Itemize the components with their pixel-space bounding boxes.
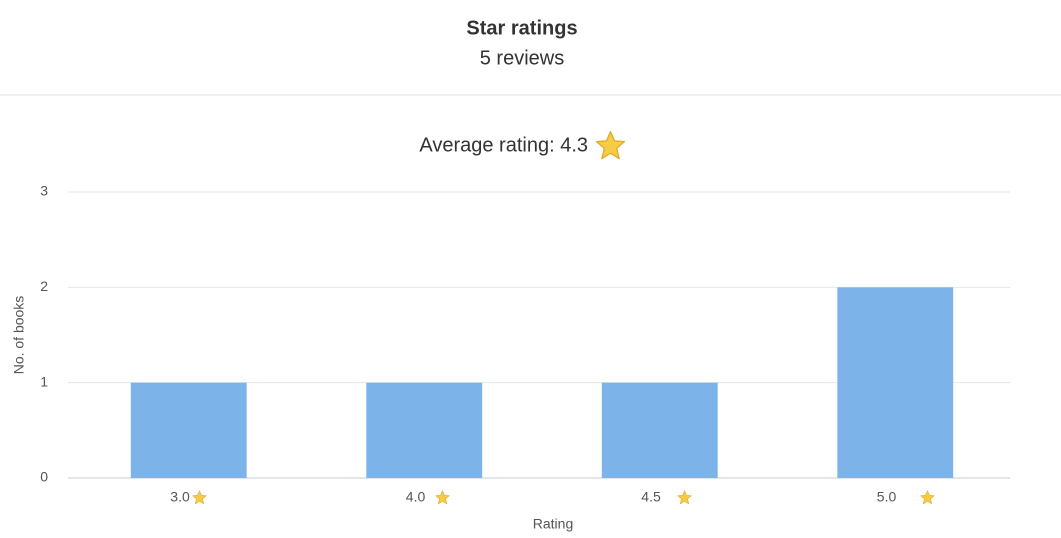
y-tick-label: 1 bbox=[40, 373, 48, 389]
bar bbox=[837, 287, 954, 478]
x-tick-label: 5.0 bbox=[877, 489, 897, 505]
star-icon bbox=[595, 130, 626, 160]
bar bbox=[130, 382, 247, 478]
x-tick-label: 4.0 bbox=[406, 489, 426, 505]
y-tick-label: 2 bbox=[40, 278, 48, 294]
star-icon bbox=[677, 490, 692, 505]
x-tick-label: 4.5 bbox=[641, 489, 661, 505]
star-icon bbox=[920, 490, 935, 505]
header-title: Star ratings bbox=[466, 17, 577, 39]
star-icon bbox=[192, 490, 207, 505]
y-tick-label: 0 bbox=[40, 469, 48, 485]
bar bbox=[601, 382, 718, 478]
star-icon bbox=[435, 490, 450, 505]
x-axis-label: Rating bbox=[533, 516, 573, 532]
bar bbox=[366, 382, 483, 478]
y-axis-label: No. of books bbox=[11, 296, 27, 375]
y-tick-label: 3 bbox=[40, 183, 48, 199]
chart-title: Average rating: 4.3 bbox=[419, 134, 588, 156]
header-subtitle: 5 reviews bbox=[480, 47, 564, 69]
x-tick-label: 3.0 bbox=[170, 489, 190, 505]
